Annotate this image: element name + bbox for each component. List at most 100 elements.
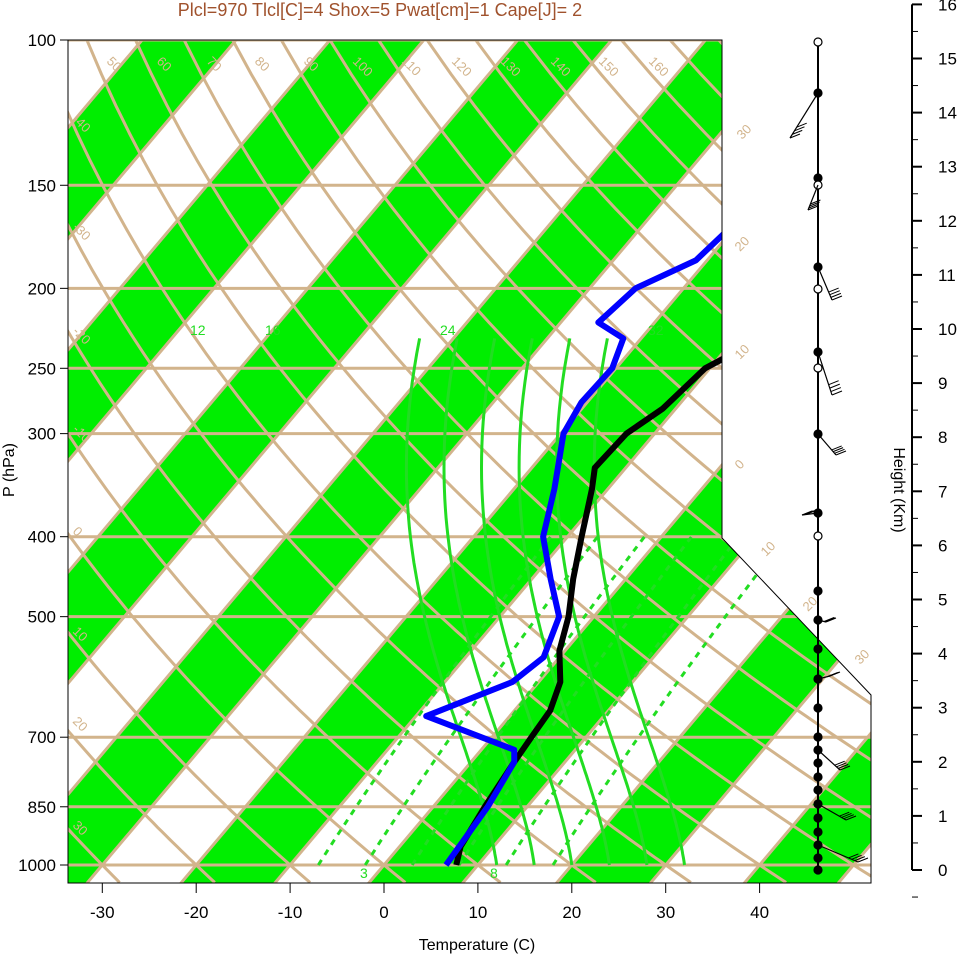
green-band: [494, 40, 871, 883]
temperature-tick-label: 20: [562, 903, 581, 922]
chart-title: Plcl=970 Tlcl[C]=4 Shox=5 Pwat[cm]=1 Cap…: [178, 0, 582, 20]
wind-barb-feather: [831, 390, 843, 396]
wind-level-marker: [813, 732, 823, 742]
isotherm-line: [492, 40, 871, 883]
temperature-tick-label: -10: [278, 903, 303, 922]
wind-barb-feather: [792, 129, 803, 135]
temperature-tick-label: 30: [656, 903, 675, 922]
mixing-ratio-lines: [317, 338, 787, 866]
wind-level-marker: [813, 363, 823, 373]
wind-barb-feather: [823, 617, 835, 622]
height-tick-label: 7: [938, 482, 947, 501]
wind-barb-feather: [826, 672, 838, 678]
wind-barb-feather: [854, 856, 865, 862]
height-tick-label: 1: [938, 807, 947, 826]
wind-barb-feather: [831, 295, 843, 301]
dry-adiabat: [68, 40, 407, 883]
isotherm-line: [68, 40, 459, 883]
mixing-ratio-label: 8: [490, 865, 498, 881]
wind-barb-feather: [848, 853, 859, 859]
wind-barb-feather: [828, 287, 839, 293]
wind-barb-feather: [838, 763, 849, 769]
mixing-ratio-line: [504, 535, 740, 866]
isotherm-line: [211, 40, 871, 883]
mixing-ratio-line: [410, 535, 646, 866]
wind-level-marker: [813, 853, 823, 863]
temperature-tick-label: -20: [184, 903, 209, 922]
height-tick-label: 4: [938, 645, 947, 664]
temperature-tick-label: 10: [468, 903, 487, 922]
wind-barb-feather: [832, 447, 844, 453]
plot-border: [67, 39, 872, 884]
wind-barb-feather: [794, 126, 805, 132]
wind-barb-feather: [796, 122, 807, 128]
temperature-axis: -30 -20 -10 0 10 20 30 40: [90, 883, 769, 922]
wind-barb: [817, 803, 847, 821]
wind-barb-feather: [830, 387, 842, 393]
wind-level-marker: [813, 772, 823, 782]
wind-barb-feather: [835, 450, 847, 456]
dry-adiabat: [85, 40, 871, 883]
wind-barb-feather: [810, 199, 821, 205]
temperature-tick-label: -30: [90, 903, 115, 922]
wind-barb-feather: [857, 857, 869, 863]
dry-adiabat: [68, 40, 787, 883]
pressure-tick-label: 400: [28, 528, 56, 547]
wind-barb-feather: [829, 290, 840, 296]
wind-barb: [817, 266, 833, 301]
dry-adiabat: [182, 40, 871, 883]
height-tick-label: 14: [938, 104, 957, 123]
height-tick-label: 10: [938, 320, 957, 339]
mixing-ratio-line: [363, 535, 599, 866]
wind-barb-feather: [828, 380, 839, 386]
temperature-tick-label: 0: [379, 903, 388, 922]
wind-barb-feather: [830, 292, 842, 298]
pressure-tick-label: 300: [28, 425, 56, 444]
dry-adiabat: [280, 40, 871, 883]
isotherm-label: 150: [596, 54, 622, 80]
isotherm-line: [68, 40, 365, 883]
wind-level-marker: [813, 813, 823, 823]
wind-barb-feather: [834, 760, 845, 766]
mixing-ratio-label: 16: [265, 322, 281, 338]
green-band: [68, 40, 458, 883]
wind-barb-feather: [807, 205, 819, 211]
isotherm-line: [680, 40, 871, 883]
isotherm-edge-label: 30: [734, 121, 755, 142]
height-tick-label: 16: [938, 0, 957, 14]
isotherm-label: 20: [70, 714, 91, 735]
isotherm-line: [68, 40, 835, 883]
isotherm-line: [68, 40, 741, 883]
wind-barb: [789, 92, 819, 139]
mixing-ratio-label: 24: [440, 322, 456, 338]
wind-barb: [817, 351, 833, 396]
wind-level-marker: [813, 758, 823, 768]
wind-barb-feather: [851, 854, 862, 860]
isotherm-edge-label: 10: [732, 341, 753, 362]
wind-barb-feather: [839, 765, 851, 771]
wind-profile-column: [789, 37, 869, 875]
x-axis-title: Temperature (C): [419, 937, 535, 954]
sounding-profiles: [423, 71, 871, 867]
height-tick-label: 6: [938, 536, 947, 555]
dry-adiabat: [68, 40, 312, 883]
y-axis-title: P (hPa): [1, 443, 18, 497]
wind-barb-feather: [841, 812, 852, 818]
height-tick-label: 3: [938, 699, 947, 718]
height-tick-label: 5: [938, 591, 947, 610]
isotherm-line: [68, 40, 271, 883]
wind-barb-feather: [829, 383, 840, 389]
pressure-tick-label: 100: [28, 31, 56, 50]
wind-level-marker: [813, 284, 823, 294]
mixing-ratio-label: 12: [190, 322, 206, 338]
height-tick-label: 15: [938, 50, 957, 69]
moist-adiabat: [479, 338, 574, 866]
mixing-ratio-label: 32: [648, 322, 664, 338]
pressure-axis: 100 150 200 250 300 400 500 700 850 1000: [18, 31, 68, 875]
wind-level-marker: [813, 586, 823, 596]
mixing-ratio-line: [457, 535, 693, 866]
dry-adiabat: [377, 40, 871, 883]
